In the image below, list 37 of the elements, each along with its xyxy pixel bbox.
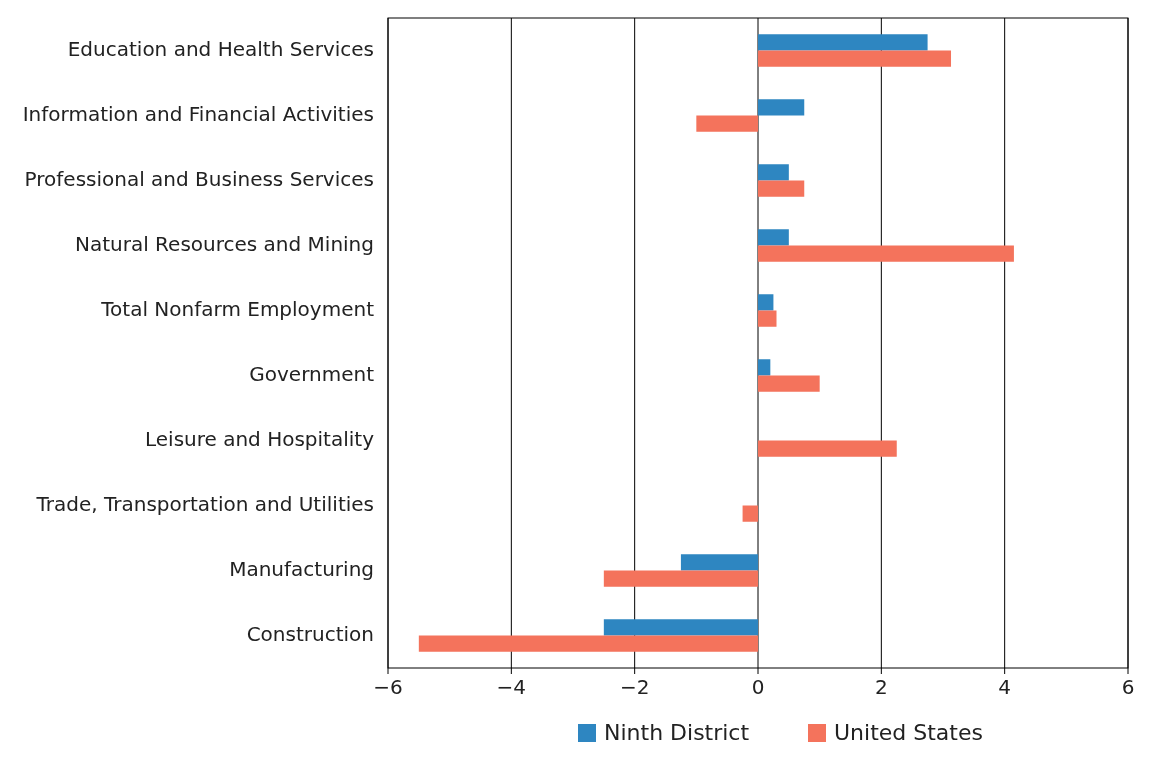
x-tick-label: 2 xyxy=(874,675,888,699)
bar xyxy=(758,229,789,246)
bar xyxy=(418,635,758,652)
x-tick-label: −4 xyxy=(496,675,527,699)
legend-label: Ninth District xyxy=(604,720,750,745)
y-tick-label: Education and Health Services xyxy=(67,37,374,61)
legend-label: United States xyxy=(834,720,983,745)
y-tick-label: Government xyxy=(249,362,375,386)
bar xyxy=(758,50,952,67)
bar xyxy=(758,294,774,311)
bar xyxy=(680,554,758,571)
y-tick-label: Natural Resources and Mining xyxy=(74,232,374,256)
x-tick-label: −2 xyxy=(619,675,650,699)
y-tick-label: Information and Financial Activities xyxy=(22,102,374,126)
x-tick-label: 4 xyxy=(998,675,1012,699)
y-tick-label: Manufacturing xyxy=(229,557,374,581)
bar xyxy=(742,505,758,522)
x-tick-label: 6 xyxy=(1121,675,1135,699)
bar xyxy=(758,375,820,392)
y-tick-label: Leisure and Hospitality xyxy=(144,427,375,451)
bar xyxy=(758,180,805,197)
bar xyxy=(758,99,805,116)
bar xyxy=(758,34,928,51)
bar xyxy=(758,164,789,181)
y-tick-label: Trade, Transportation and Utilities xyxy=(35,492,374,516)
x-tick-label: 0 xyxy=(751,675,765,699)
y-tick-label: Professional and Business Services xyxy=(24,167,374,191)
bar xyxy=(758,359,771,376)
bar xyxy=(758,440,897,457)
bar xyxy=(603,619,758,636)
y-tick-label: Total Nonfarm Employment xyxy=(100,297,375,321)
bar xyxy=(758,245,1014,262)
bar xyxy=(603,570,758,587)
x-tick-label: −6 xyxy=(373,675,403,699)
bar xyxy=(758,310,777,327)
y-tick-label: Construction xyxy=(246,622,374,646)
bar xyxy=(696,115,758,132)
